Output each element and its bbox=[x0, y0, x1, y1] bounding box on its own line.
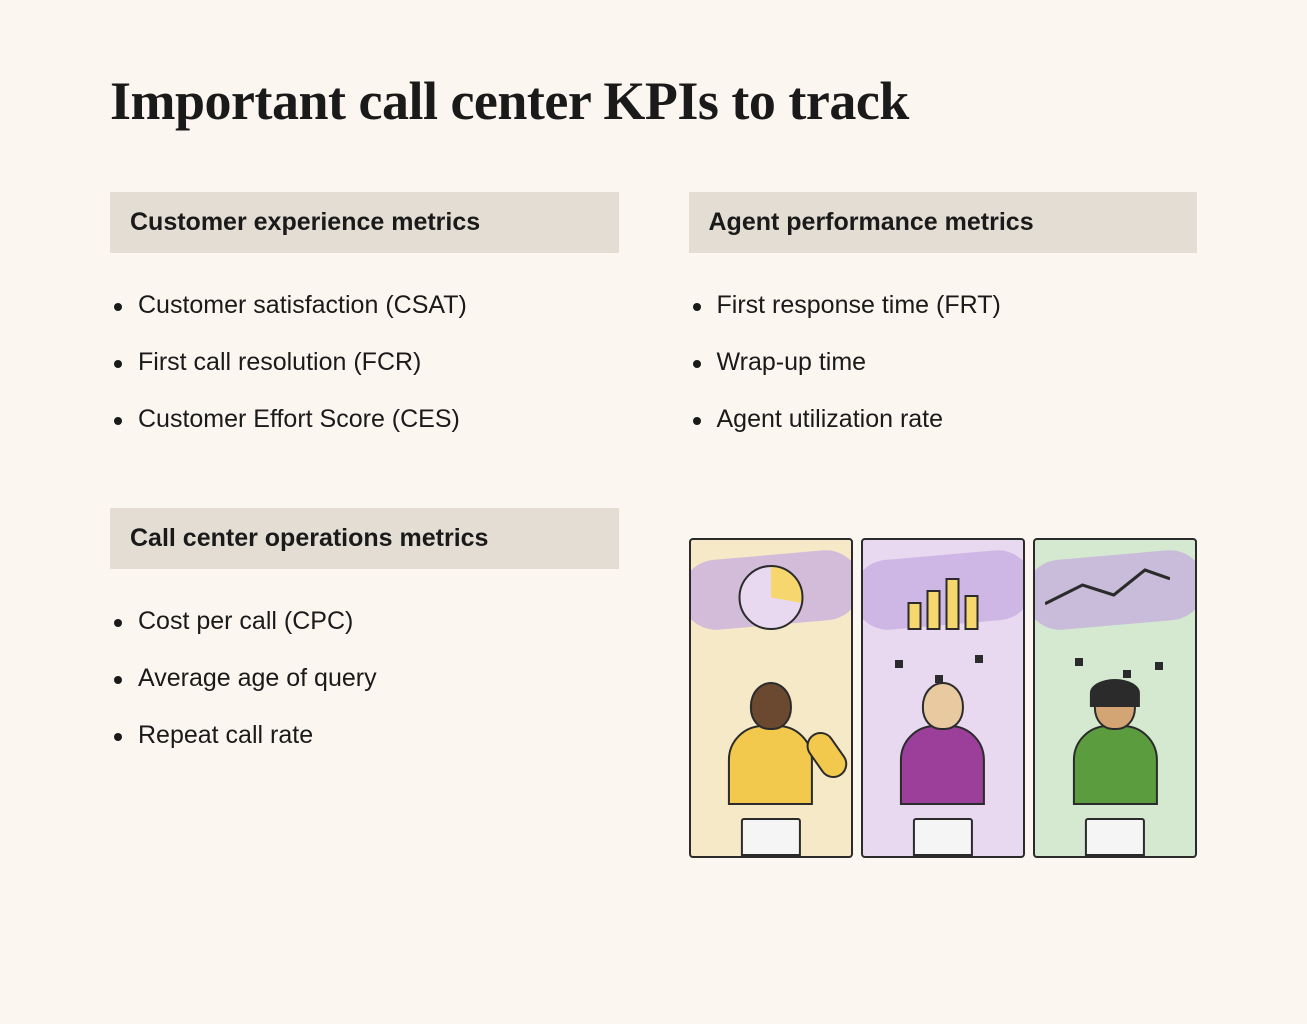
section-agent-performance: Agent performance metrics First response… bbox=[689, 192, 1198, 448]
laptop-icon bbox=[1085, 818, 1145, 856]
section-header: Customer experience metrics bbox=[110, 192, 619, 253]
section-customer-experience: Customer experience metrics Customer sat… bbox=[110, 192, 619, 448]
section-header: Call center operations metrics bbox=[110, 508, 619, 569]
person-icon bbox=[1035, 682, 1195, 856]
bar-chart-icon bbox=[907, 570, 978, 630]
item-list: First response time (FRT) Wrap-up time A… bbox=[689, 277, 1198, 448]
list-item: First call resolution (FCR) bbox=[138, 334, 619, 391]
list-item: Customer satisfaction (CSAT) bbox=[138, 277, 619, 334]
item-list: Cost per call (CPC) Average age of query… bbox=[110, 593, 619, 764]
person-icon bbox=[690, 682, 850, 856]
section-call-center-operations: Call center operations metrics Cost per … bbox=[110, 508, 619, 858]
person-icon bbox=[863, 682, 1023, 856]
illustration-panel-2 bbox=[861, 538, 1025, 858]
page-title: Important call center KPIs to track bbox=[110, 70, 1197, 132]
list-item: Average age of query bbox=[138, 650, 619, 707]
content-grid: Customer experience metrics Customer sat… bbox=[110, 192, 1197, 858]
illustration-panel-1 bbox=[689, 538, 853, 858]
laptop-icon bbox=[913, 818, 973, 856]
list-item: Wrap-up time bbox=[717, 334, 1198, 391]
illustration bbox=[689, 538, 1198, 858]
list-item: Customer Effort Score (CES) bbox=[138, 391, 619, 448]
list-item: Repeat call rate bbox=[138, 707, 619, 764]
illustration-panel-3 bbox=[1033, 538, 1197, 858]
list-item: First response time (FRT) bbox=[717, 277, 1198, 334]
laptop-icon bbox=[741, 818, 801, 856]
section-header: Agent performance metrics bbox=[689, 192, 1198, 253]
list-item: Cost per call (CPC) bbox=[138, 593, 619, 650]
line-chart-icon bbox=[1045, 560, 1170, 610]
pie-chart-icon bbox=[738, 565, 803, 630]
list-item: Agent utilization rate bbox=[717, 391, 1198, 448]
item-list: Customer satisfaction (CSAT) First call … bbox=[110, 277, 619, 448]
